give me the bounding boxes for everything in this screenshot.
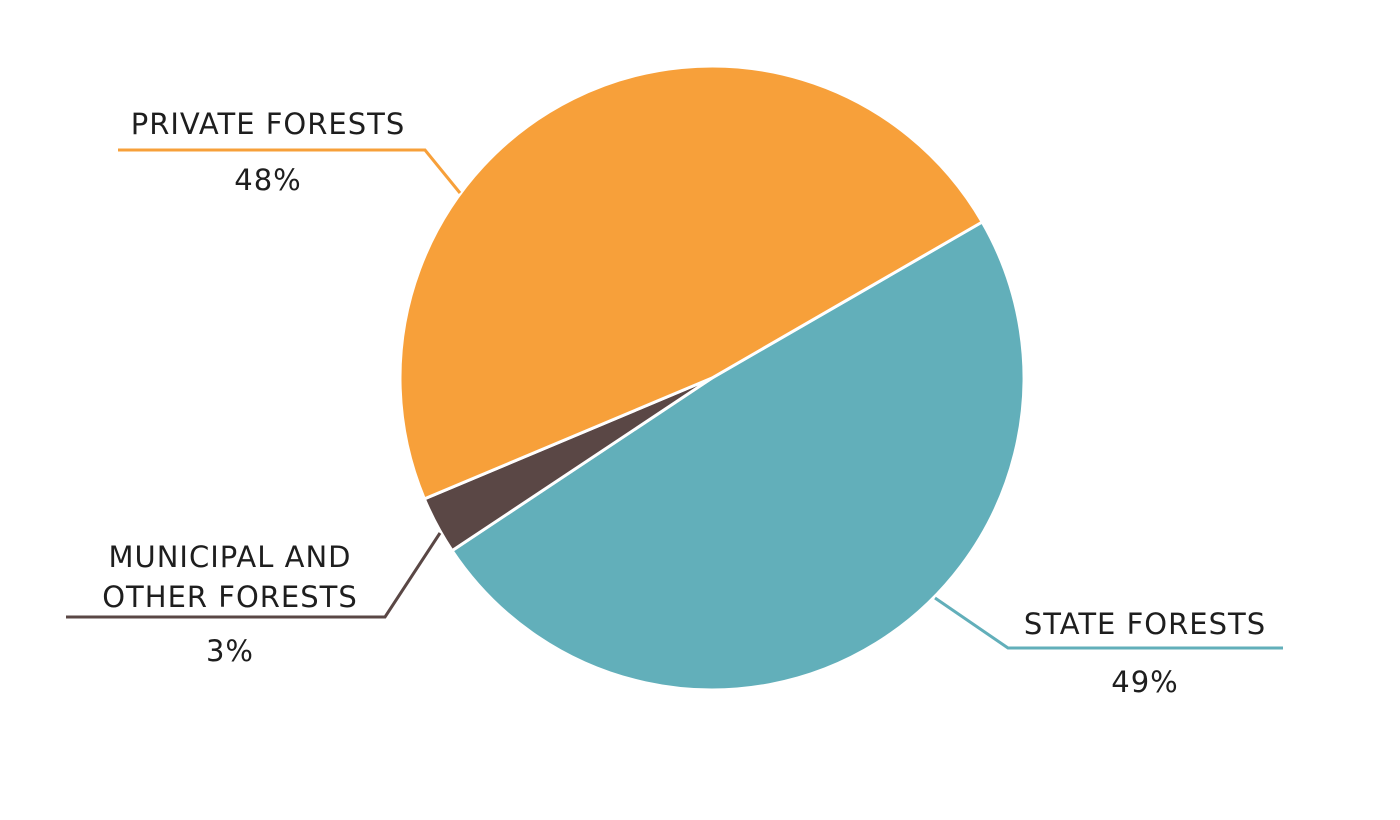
pie-slice bbox=[450, 219, 1026, 692]
category-label: PRIVATE FORESTS bbox=[130, 107, 406, 141]
pie-slice bbox=[398, 64, 985, 501]
leader-line bbox=[118, 148, 462, 194]
category-label: STATE FORESTS bbox=[1023, 607, 1267, 641]
value-label: 48% bbox=[234, 163, 302, 197]
leader-line bbox=[66, 532, 442, 619]
category-label: MUNICIPAL AND OTHER FORESTS bbox=[102, 540, 358, 614]
value-label: 3% bbox=[205, 634, 254, 668]
leader-line bbox=[934, 596, 1283, 650]
value-label: 49% bbox=[1111, 665, 1179, 699]
